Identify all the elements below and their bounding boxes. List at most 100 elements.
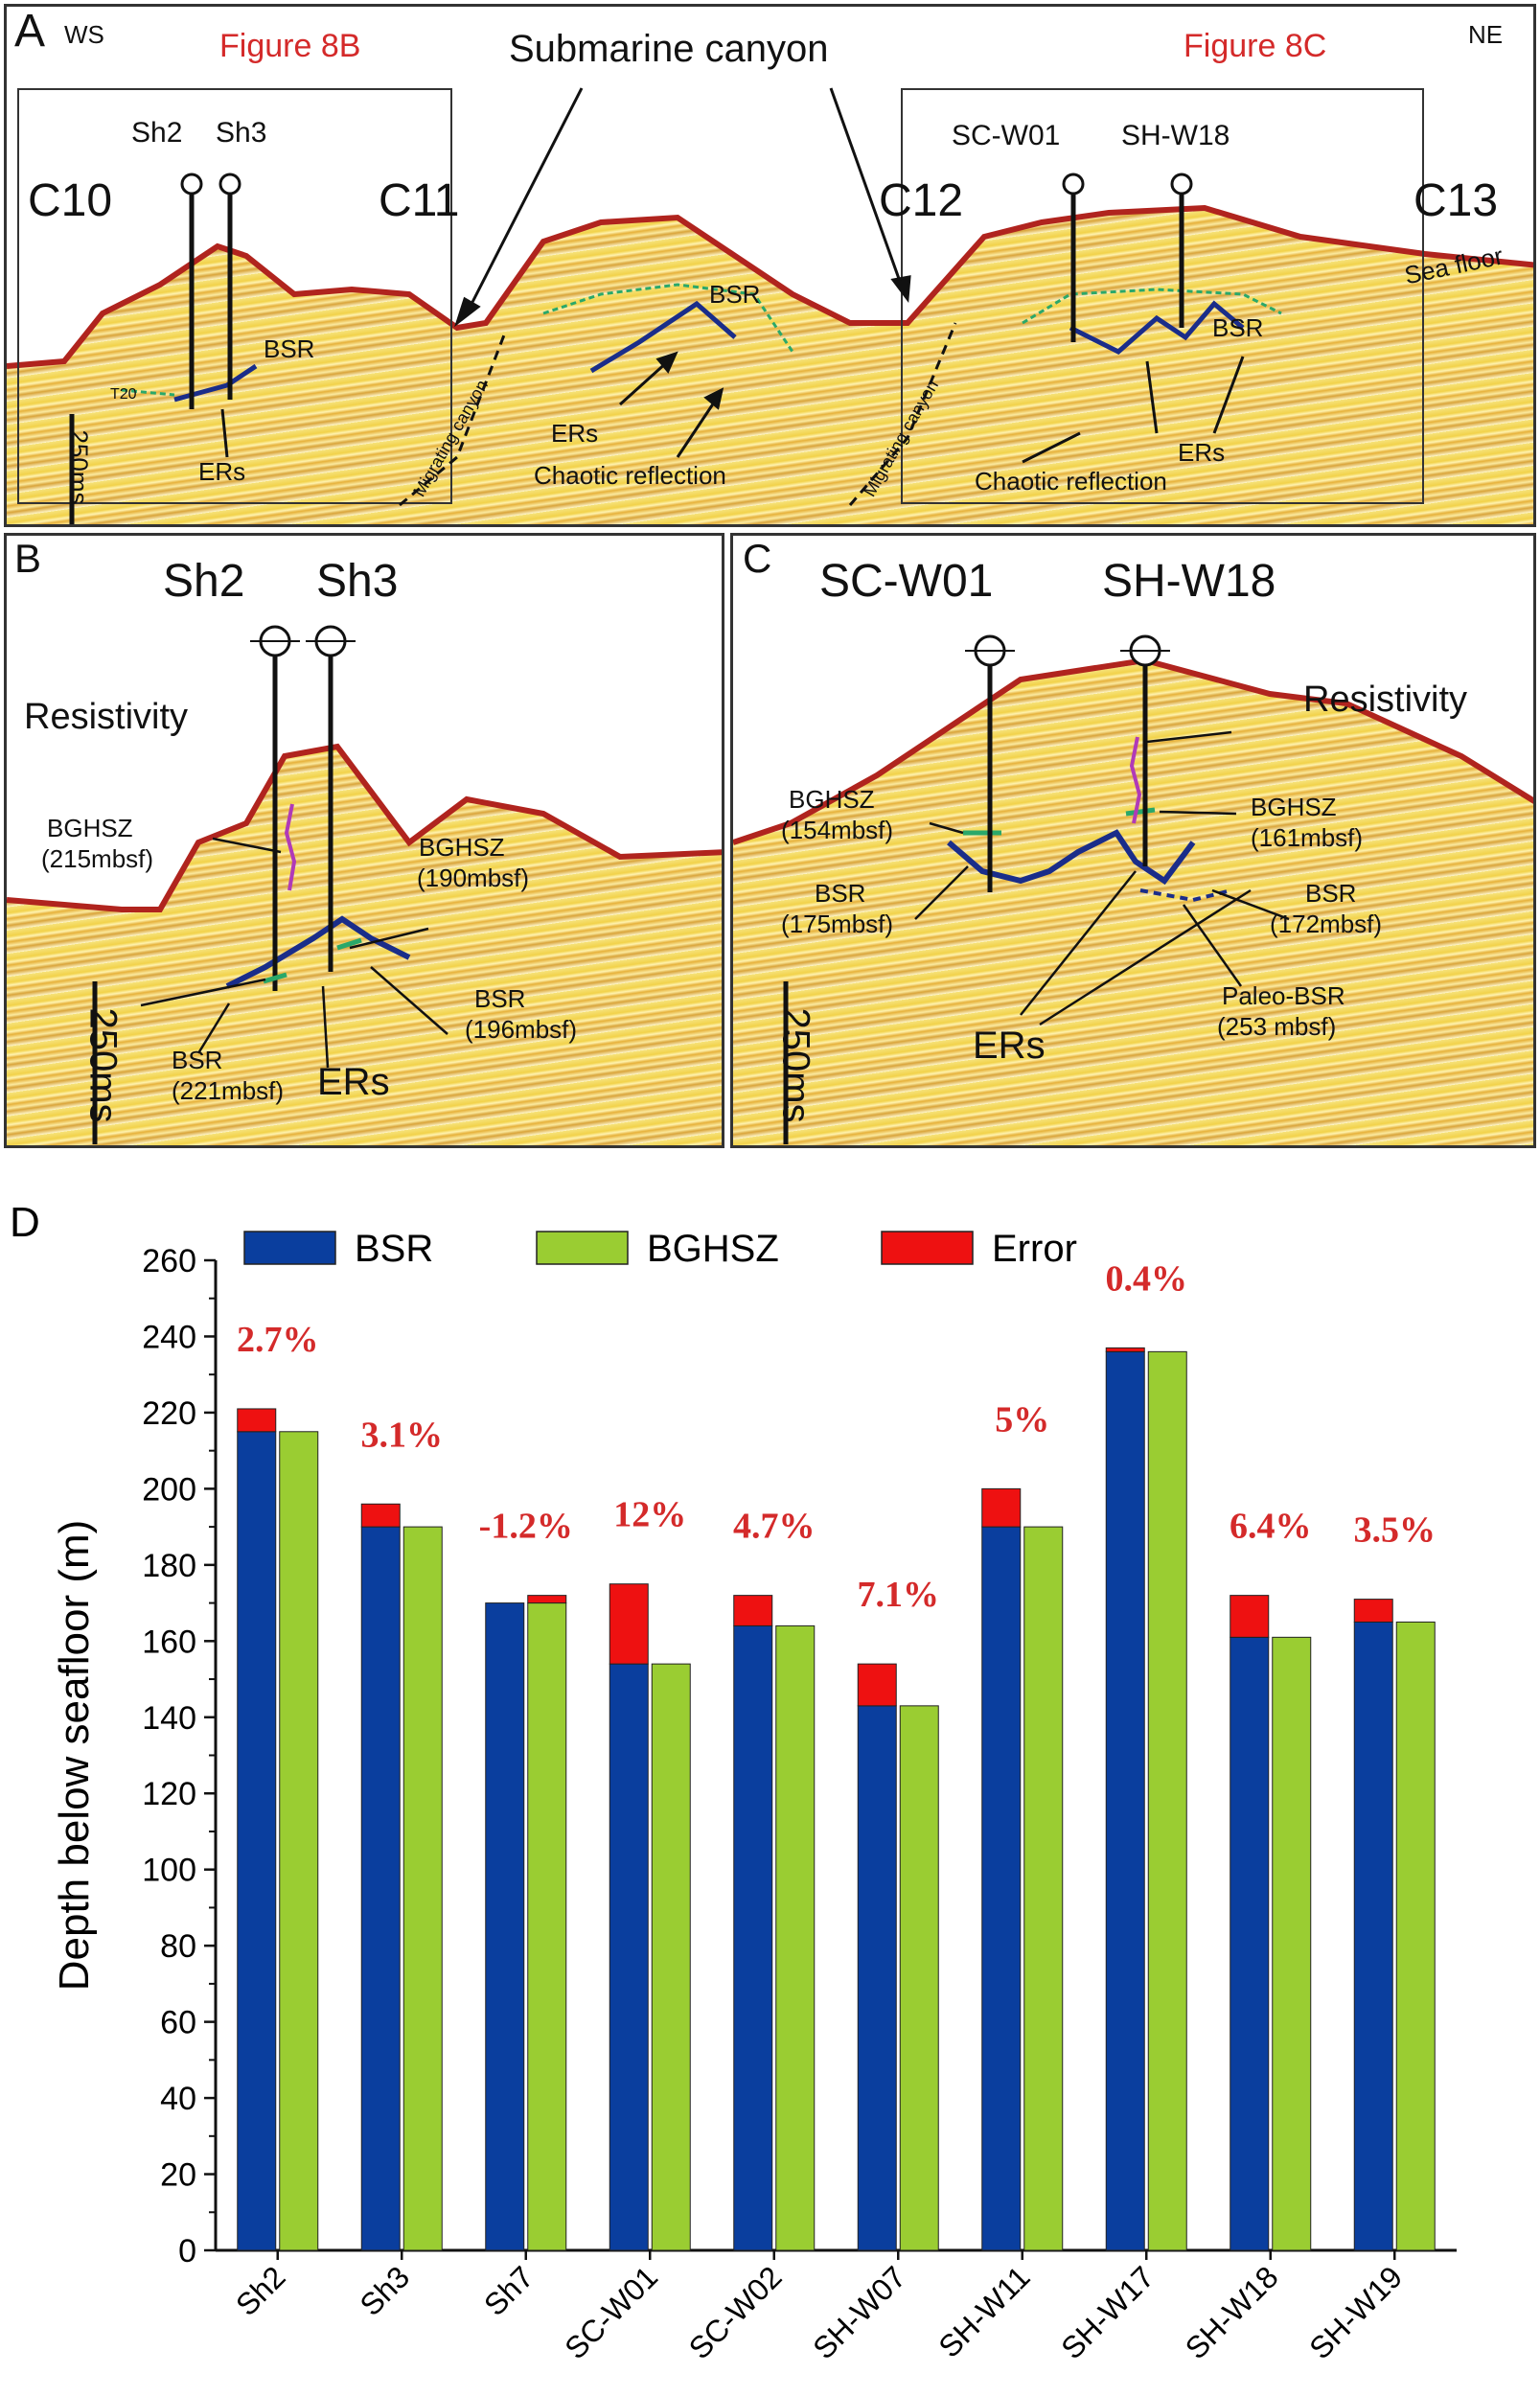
y-tick-label: 60 [160,2005,196,2041]
bsr-error-bar [1105,1347,1145,1352]
bsr-bar [733,1624,773,2251]
bsr-bar [1230,1636,1270,2251]
error-percent-label: 5% [995,1399,1049,1440]
bghsz-bar [1147,1350,1187,2251]
bghsz-label-c2: BGHSZ [1251,793,1337,821]
y-tick-label: 160 [142,1624,196,1660]
bghsz-bar [1023,1526,1064,2251]
scale-label-c: 250ms [774,1007,817,1123]
ers-label-a3: ERs [1178,438,1226,467]
x-tick-label: SH-W19 [1302,2259,1409,2365]
panel-d-bar-chart: D 0 20 40 60 80 100 120 140 160 180 200 220 240 260 Dep… [10,1199,1457,2365]
y-tick-label: 40 [160,2081,196,2117]
bsr-bar [857,1705,897,2251]
bsr-bar [360,1526,401,2251]
bsr-label-c2: BSR [1305,879,1357,908]
panel-a-letter: A [14,6,46,57]
sh2-label-a: Sh2 [131,117,183,149]
ers-label-a1: ERs [198,457,246,486]
scale-label-a: 250ms [64,429,94,505]
bsr-error-bar [981,1487,1022,1528]
x-tick-label: Sh3 [353,2259,416,2322]
paleo-bsr-depth: (253 mbsf) [1217,1012,1337,1041]
legend-swatch [881,1231,974,1265]
bghsz-bar [651,1663,691,2251]
c13-label: C13 [1414,175,1499,226]
y-tick-label: 240 [142,1319,196,1355]
error-percent-label: 6.4% [1230,1507,1312,1547]
bghsz-label-b1: BGHSZ [47,814,133,842]
bsr-error-bar [237,1408,277,1433]
panel-b-seismic-art [7,536,722,1144]
x-tick-label: Sh7 [477,2259,540,2322]
resistivity-label-c: Resistivity [1303,680,1468,720]
bghsz-bar [899,1705,939,2251]
c11-label: C11 [379,175,460,226]
x-tick-label: SH-W07 [806,2259,912,2365]
scw01-label-a: SC-W01 [952,120,1061,151]
sh3-label-b: Sh3 [316,556,399,607]
bsr-bar [485,1602,525,2251]
t20-label: T20 [110,386,137,403]
x-tick-label: SC-W01 [558,2259,664,2365]
panel-c-seismic-detail: C SC-W01 SH-W18 Resistivity BGHSZ (154mb… [730,533,1536,1148]
bghsz-depth-b2: (190mbsf) [417,864,530,892]
bsr-label-b2: BSR [172,1046,223,1074]
bghsz-label-b2: BGHSZ [419,833,505,862]
shw18-label-c: SH-W18 [1102,556,1276,607]
chaotic-label-a1: Chaotic reflection [534,461,726,490]
error-percent-label: 7.1% [858,1575,940,1615]
legend-label: BGHSZ [647,1228,779,1270]
bghsz-bar [775,1624,816,2251]
shw18-label-a: SH-W18 [1121,120,1230,151]
sh2-label-b: Sh2 [163,556,245,607]
y-tick-label: 80 [160,1928,196,1965]
panel-a-seismic-profile: A WS NE Figure 8B Figure 8C Submarine ca… [4,4,1536,527]
y-tick-label: 260 [142,1243,196,1279]
bghsz-bar [1272,1636,1312,2251]
error-percent-label: 4.7% [733,1507,816,1547]
submarine-canyon-label: Submarine canyon [509,28,829,70]
bghsz-depth-b1: (215mbsf) [41,844,154,873]
c10-label: C10 [28,175,113,226]
bghsz-error-bar [527,1595,567,1604]
scale-label-b: 250ms [81,1007,125,1123]
panel-d-letter: D [10,1199,40,1246]
bghsz-label-c1: BGHSZ [789,785,875,814]
error-percent-label: 12% [613,1495,686,1535]
bsr-error-bar [360,1503,401,1528]
y-tick-label: 100 [142,1853,196,1889]
bghsz-bar [1395,1621,1436,2251]
bsr-error-bar [857,1663,897,1707]
bsr-label-a1: BSR [264,334,315,363]
figure-8c-label: Figure 8C [1184,28,1327,64]
error-percent-label: 2.7% [237,1320,319,1360]
bsr-depth-b1: (196mbsf) [465,1015,578,1044]
figure-8b-label: Figure 8B [219,28,361,64]
legend-swatch [536,1231,629,1265]
legend-label: Error [992,1228,1077,1270]
sh3-label-a: Sh3 [216,117,267,149]
y-tick-label: 20 [160,2157,196,2194]
x-tick-label: Sh2 [229,2259,292,2322]
panel-c-letter: C [743,536,772,581]
bghsz-depth-c1: (154mbsf) [781,816,894,844]
bsr-bar [609,1663,649,2251]
bsr-error-bar [733,1595,773,1626]
y-tick-label: 180 [142,1548,196,1584]
paleo-bsr-label: Paleo-BSR [1222,981,1345,1010]
bsr-error-bar [1353,1599,1393,1623]
bsr-label-c1: BSR [815,879,866,908]
x-tick-label: SH-W17 [1054,2259,1161,2365]
y-tick-label: 200 [142,1471,196,1508]
error-percent-label: 3.1% [361,1415,444,1455]
panel-b-letter: B [14,536,42,581]
bsr-error-bar [609,1583,649,1665]
bsr-error-bar [1230,1595,1270,1638]
resistivity-label-b: Resistivity [24,697,189,737]
panel-c-seismic-art [733,536,1533,1144]
scw01-label-c: SC-W01 [819,556,994,607]
y-tick-label: 120 [142,1776,196,1812]
bghsz-bar [279,1431,319,2251]
bsr-depth-b2: (221mbsf) [172,1076,285,1105]
